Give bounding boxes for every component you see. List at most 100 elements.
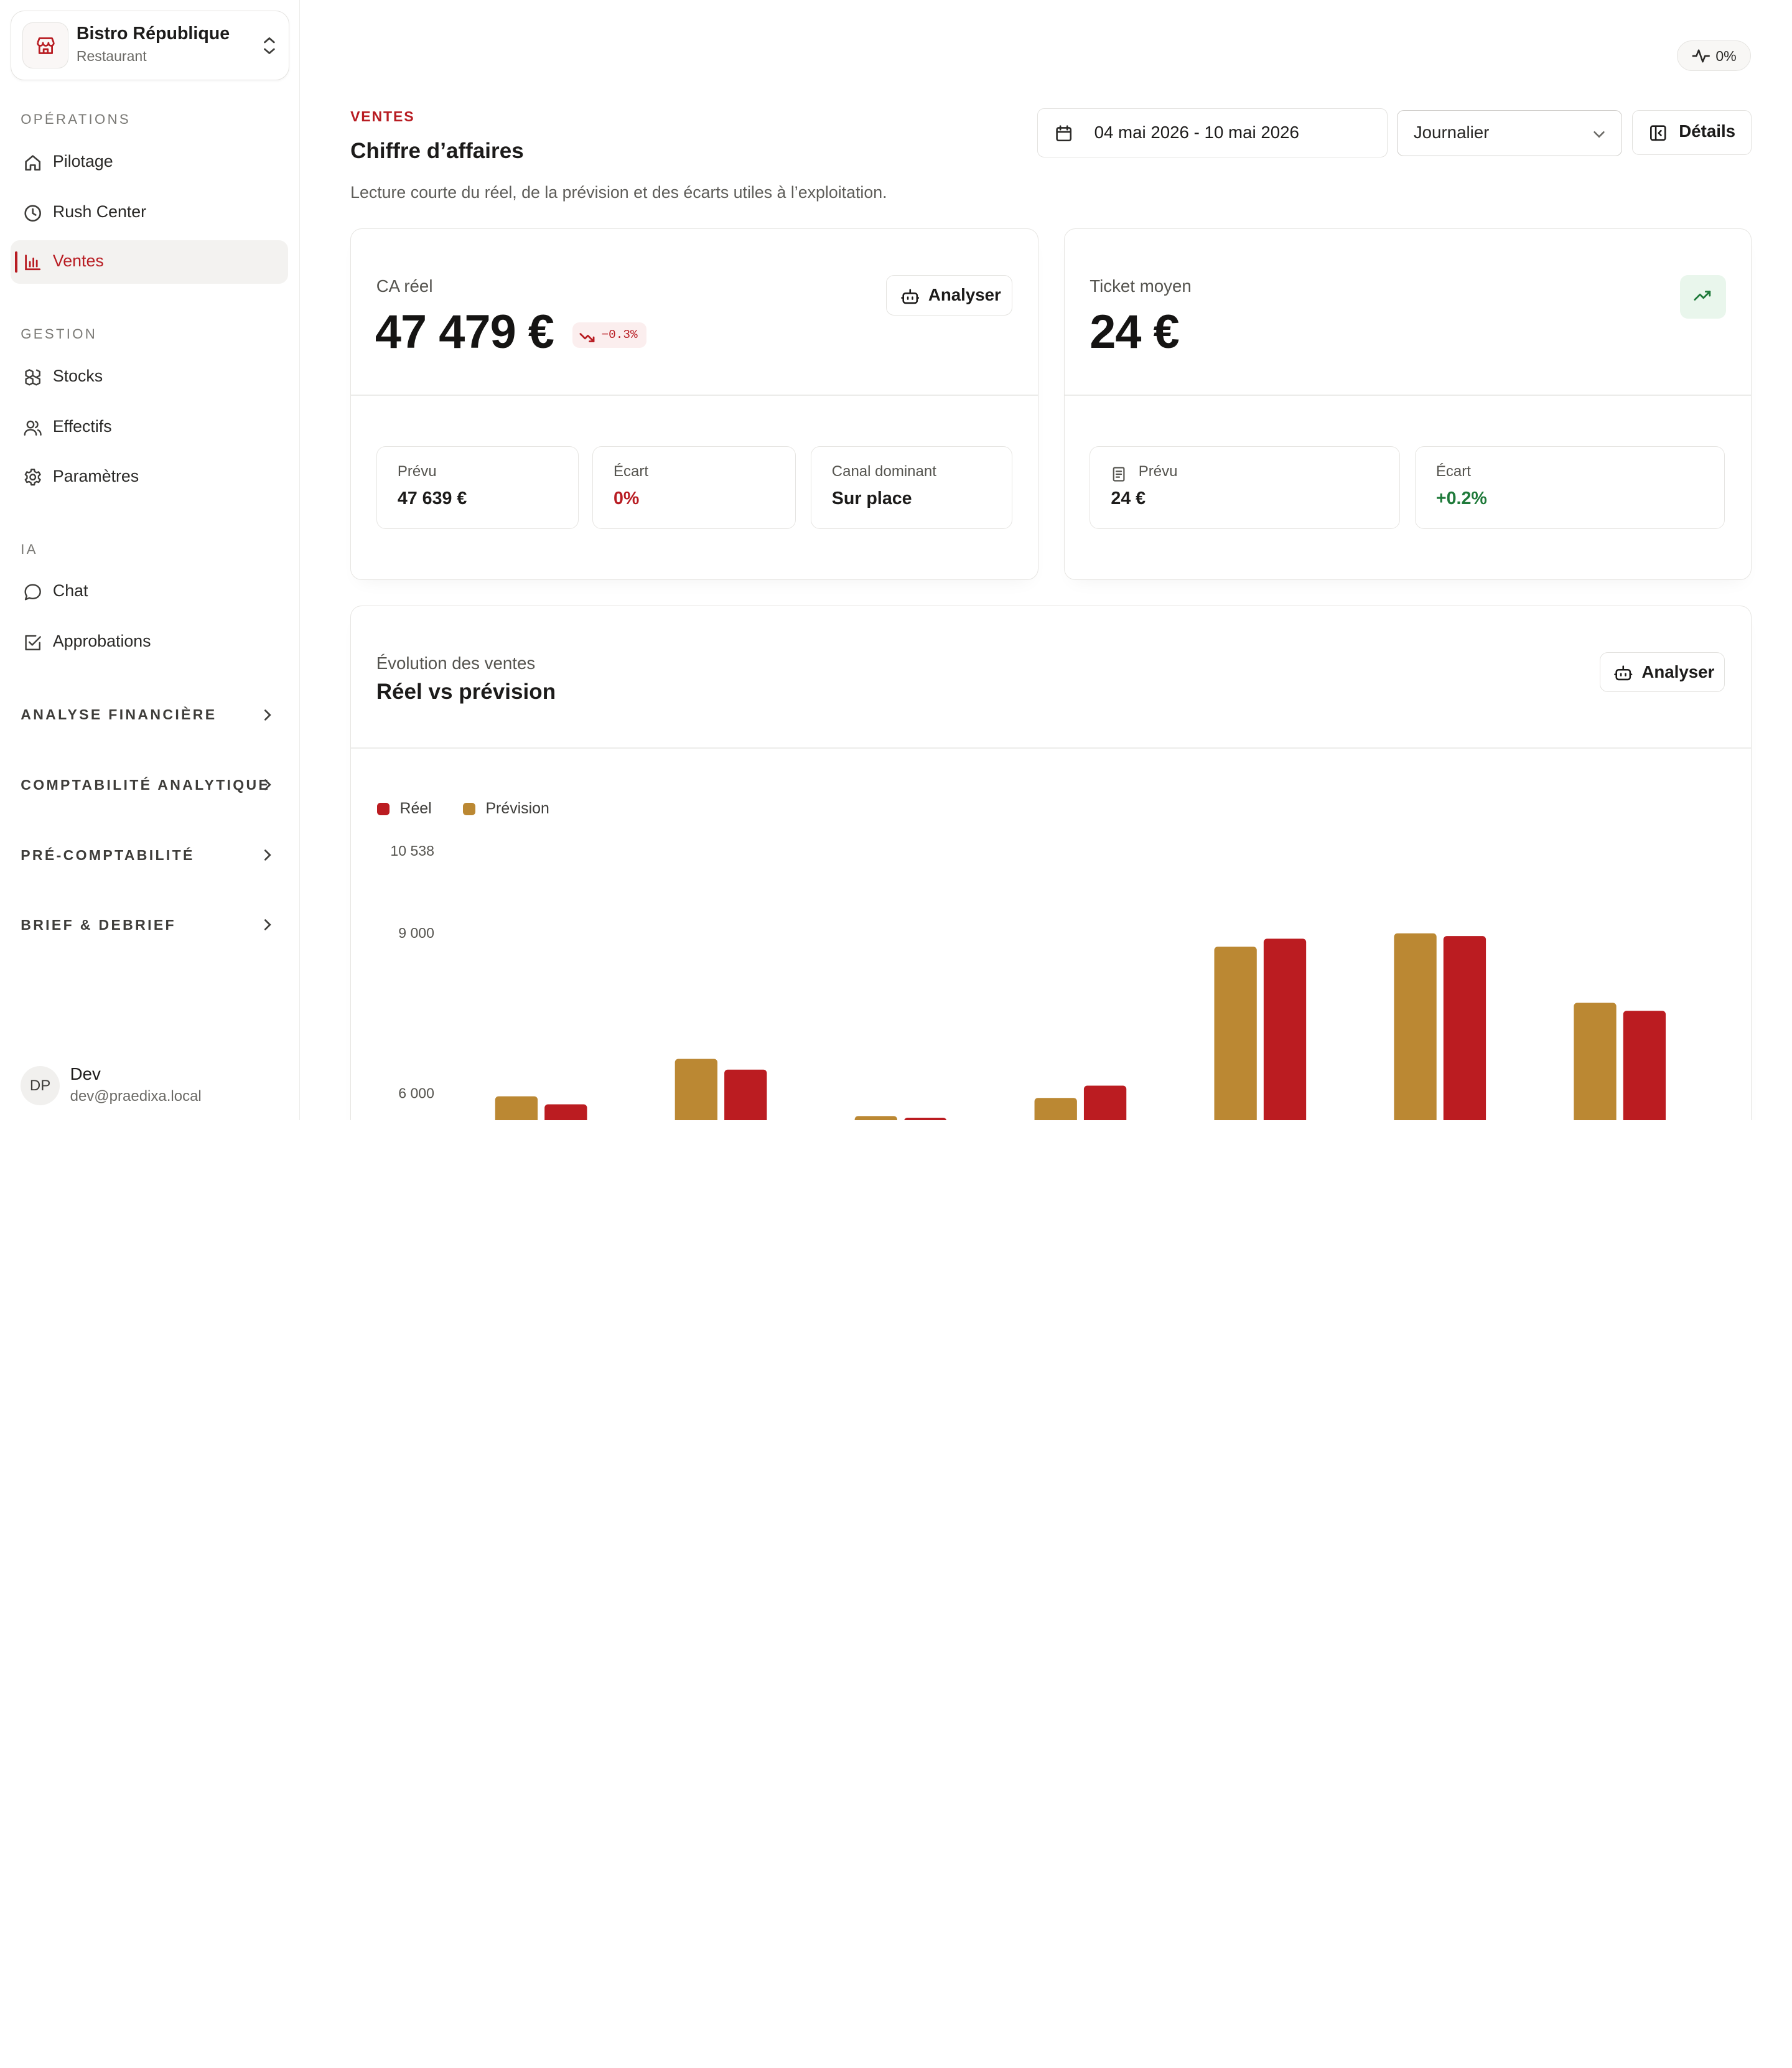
activity-pill[interactable]: 0% [1677, 40, 1751, 72]
activity-icon [1692, 48, 1710, 64]
stat-value: 47 639 € [397, 488, 467, 508]
chevron-down-icon [1592, 126, 1607, 141]
stat-value: +0.2% [1435, 488, 1487, 508]
page-kicker: VENTES [350, 108, 415, 124]
card-divider [351, 395, 1038, 396]
store-icon [22, 22, 68, 68]
page-title: Chiffre d’affaires [350, 139, 524, 164]
group-analyse-financiere[interactable]: ANALYSE FINANCIÈRE [21, 703, 279, 726]
stat-label: Écart [1435, 463, 1471, 480]
chart-title: Réel vs prévision [376, 680, 556, 704]
details-button[interactable]: Détails [1632, 110, 1752, 156]
bar-prevision[interactable] [495, 1096, 538, 1121]
org-switcher[interactable]: Bistro République Restaurant [10, 10, 290, 81]
bar-reel[interactable] [1443, 936, 1486, 1121]
legend-label-prevision: Prévision [485, 800, 549, 818]
trend-badge: −0.3% [572, 322, 647, 348]
kpi-label: Ticket moyen [1090, 276, 1192, 296]
stat-value: 24 € [1111, 488, 1146, 508]
trend-value: −0.3% [601, 328, 638, 342]
chevron-right-icon [261, 777, 274, 793]
home-icon [23, 153, 42, 172]
users-icon [23, 418, 42, 437]
chart-card: Évolution des ventes Réel vs prévision A… [350, 605, 1752, 1121]
receipt-icon [1112, 466, 1126, 482]
bar-reel[interactable] [904, 1118, 946, 1121]
user-menu[interactable]: DP Dev dev@praedixa.local [21, 1063, 291, 1109]
org-type: Restaurant [76, 47, 147, 64]
bar-reel[interactable] [724, 1069, 767, 1121]
sidebar-item-rush-center[interactable]: Rush Center [11, 190, 289, 234]
bar-prevision[interactable] [1574, 1003, 1617, 1121]
chart-kicker: Évolution des ventes [376, 653, 536, 673]
bar-reel[interactable] [1083, 1085, 1127, 1121]
bar-prevision[interactable] [854, 1116, 897, 1121]
group-label: PRÉ-COMPTABILITÉ [21, 846, 195, 863]
stat-prevu: Prévu 24 € [1090, 446, 1400, 530]
group-label: COMPTABILITÉ ANALYTIQUE [21, 777, 271, 793]
sidebar-item-stocks[interactable]: Stocks [11, 355, 289, 398]
date-range-picker[interactable]: 04 mai 2026 - 10 mai 2026 [1037, 108, 1388, 157]
stat-ecart: Écart 0% [592, 446, 796, 530]
trend-down-icon [579, 328, 595, 342]
chevron-right-icon [261, 917, 274, 933]
y-tick-label: 10 538 [390, 843, 434, 859]
chart-analyse-button[interactable]: Analyser [1599, 652, 1725, 693]
sidebar-item-label: Effectifs [52, 417, 112, 436]
bar-reel[interactable] [544, 1104, 587, 1121]
trend-up-badge [1680, 275, 1726, 319]
sidebar-item-ventes[interactable]: Ventes [10, 240, 289, 284]
app-root: Bistro République Restaurant OPÉRATIONS … [0, 0, 1752, 1121]
avatar: DP [21, 1066, 60, 1106]
kpi-card-ca: CA réel 47 479 € −0.3% Analyser Prévu 47… [350, 228, 1038, 581]
panel-left-icon [1649, 124, 1668, 143]
checkbox-icon [23, 633, 42, 652]
kpi-value: 47 479 € [375, 306, 554, 359]
trend-up-icon [1694, 286, 1712, 307]
group-comptabilite-analytique[interactable]: COMPTABILITÉ ANALYTIQUE [21, 773, 279, 796]
legend-swatch-reel [376, 802, 390, 815]
bar-prevision[interactable] [1394, 933, 1437, 1121]
group-brief-debrief[interactable]: BRIEF & DEBRIEF [21, 914, 279, 937]
sidebar-item-label: Chat [52, 581, 88, 601]
sidebar-item-label: Rush Center [52, 202, 147, 221]
page-subtitle: Lecture courte du réel, de la prévision … [350, 182, 887, 202]
stat-label: Prévu [397, 463, 437, 480]
bar-prevision[interactable] [1034, 1098, 1077, 1121]
legend-label-reel: Réel [399, 800, 432, 818]
bar-prevision[interactable] [674, 1059, 717, 1121]
kpi-label: CA réel [376, 276, 433, 296]
sidebar-item-parametres[interactable]: Paramètres [11, 455, 289, 498]
gear-icon [23, 467, 42, 487]
sidebar: Bistro République Restaurant OPÉRATIONS … [0, 0, 300, 1121]
group-label: ANALYSE FINANCIÈRE [21, 706, 217, 723]
sidebar-item-approbations[interactable]: Approbations [11, 620, 289, 664]
sidebar-item-label: Stocks [52, 366, 103, 385]
chart-legend: Réel Prévision [376, 798, 581, 819]
sidebar-item-pilotage[interactable]: Pilotage [11, 140, 289, 184]
stat-label: Canal dominant [831, 463, 936, 480]
sidebar-item-label: Paramètres [52, 466, 139, 485]
card-divider [1064, 395, 1752, 396]
section-title-operations: OPÉRATIONS [21, 111, 131, 128]
bar-reel[interactable] [1623, 1011, 1666, 1121]
group-pre-comptabilite[interactable]: PRÉ-COMPTABILITÉ [21, 843, 279, 866]
chevron-right-icon [261, 847, 274, 863]
bot-icon [1614, 664, 1633, 681]
bar-prevision[interactable] [1214, 947, 1257, 1121]
org-name: Bistro République [76, 23, 230, 44]
card-divider [351, 747, 1752, 749]
bar-reel[interactable] [1263, 938, 1307, 1121]
chevron-right-icon [261, 706, 274, 723]
sidebar-item-chat[interactable]: Chat [11, 570, 289, 614]
sidebar-item-effectifs[interactable]: Effectifs [11, 406, 289, 449]
analyse-button[interactable]: Analyser [886, 275, 1013, 316]
granularity-select[interactable]: Journalier [1396, 110, 1622, 157]
bar-chart-icon [23, 253, 42, 272]
stat-label: Prévu [1138, 463, 1178, 480]
details-label: Détails [1679, 121, 1736, 141]
granularity-value: Journalier [1413, 122, 1490, 142]
y-tick-label: 9 000 [398, 925, 434, 941]
stat-canal-dominant: Canal dominant Sur place [810, 446, 1013, 530]
sidebar-item-label: Pilotage [52, 151, 113, 171]
